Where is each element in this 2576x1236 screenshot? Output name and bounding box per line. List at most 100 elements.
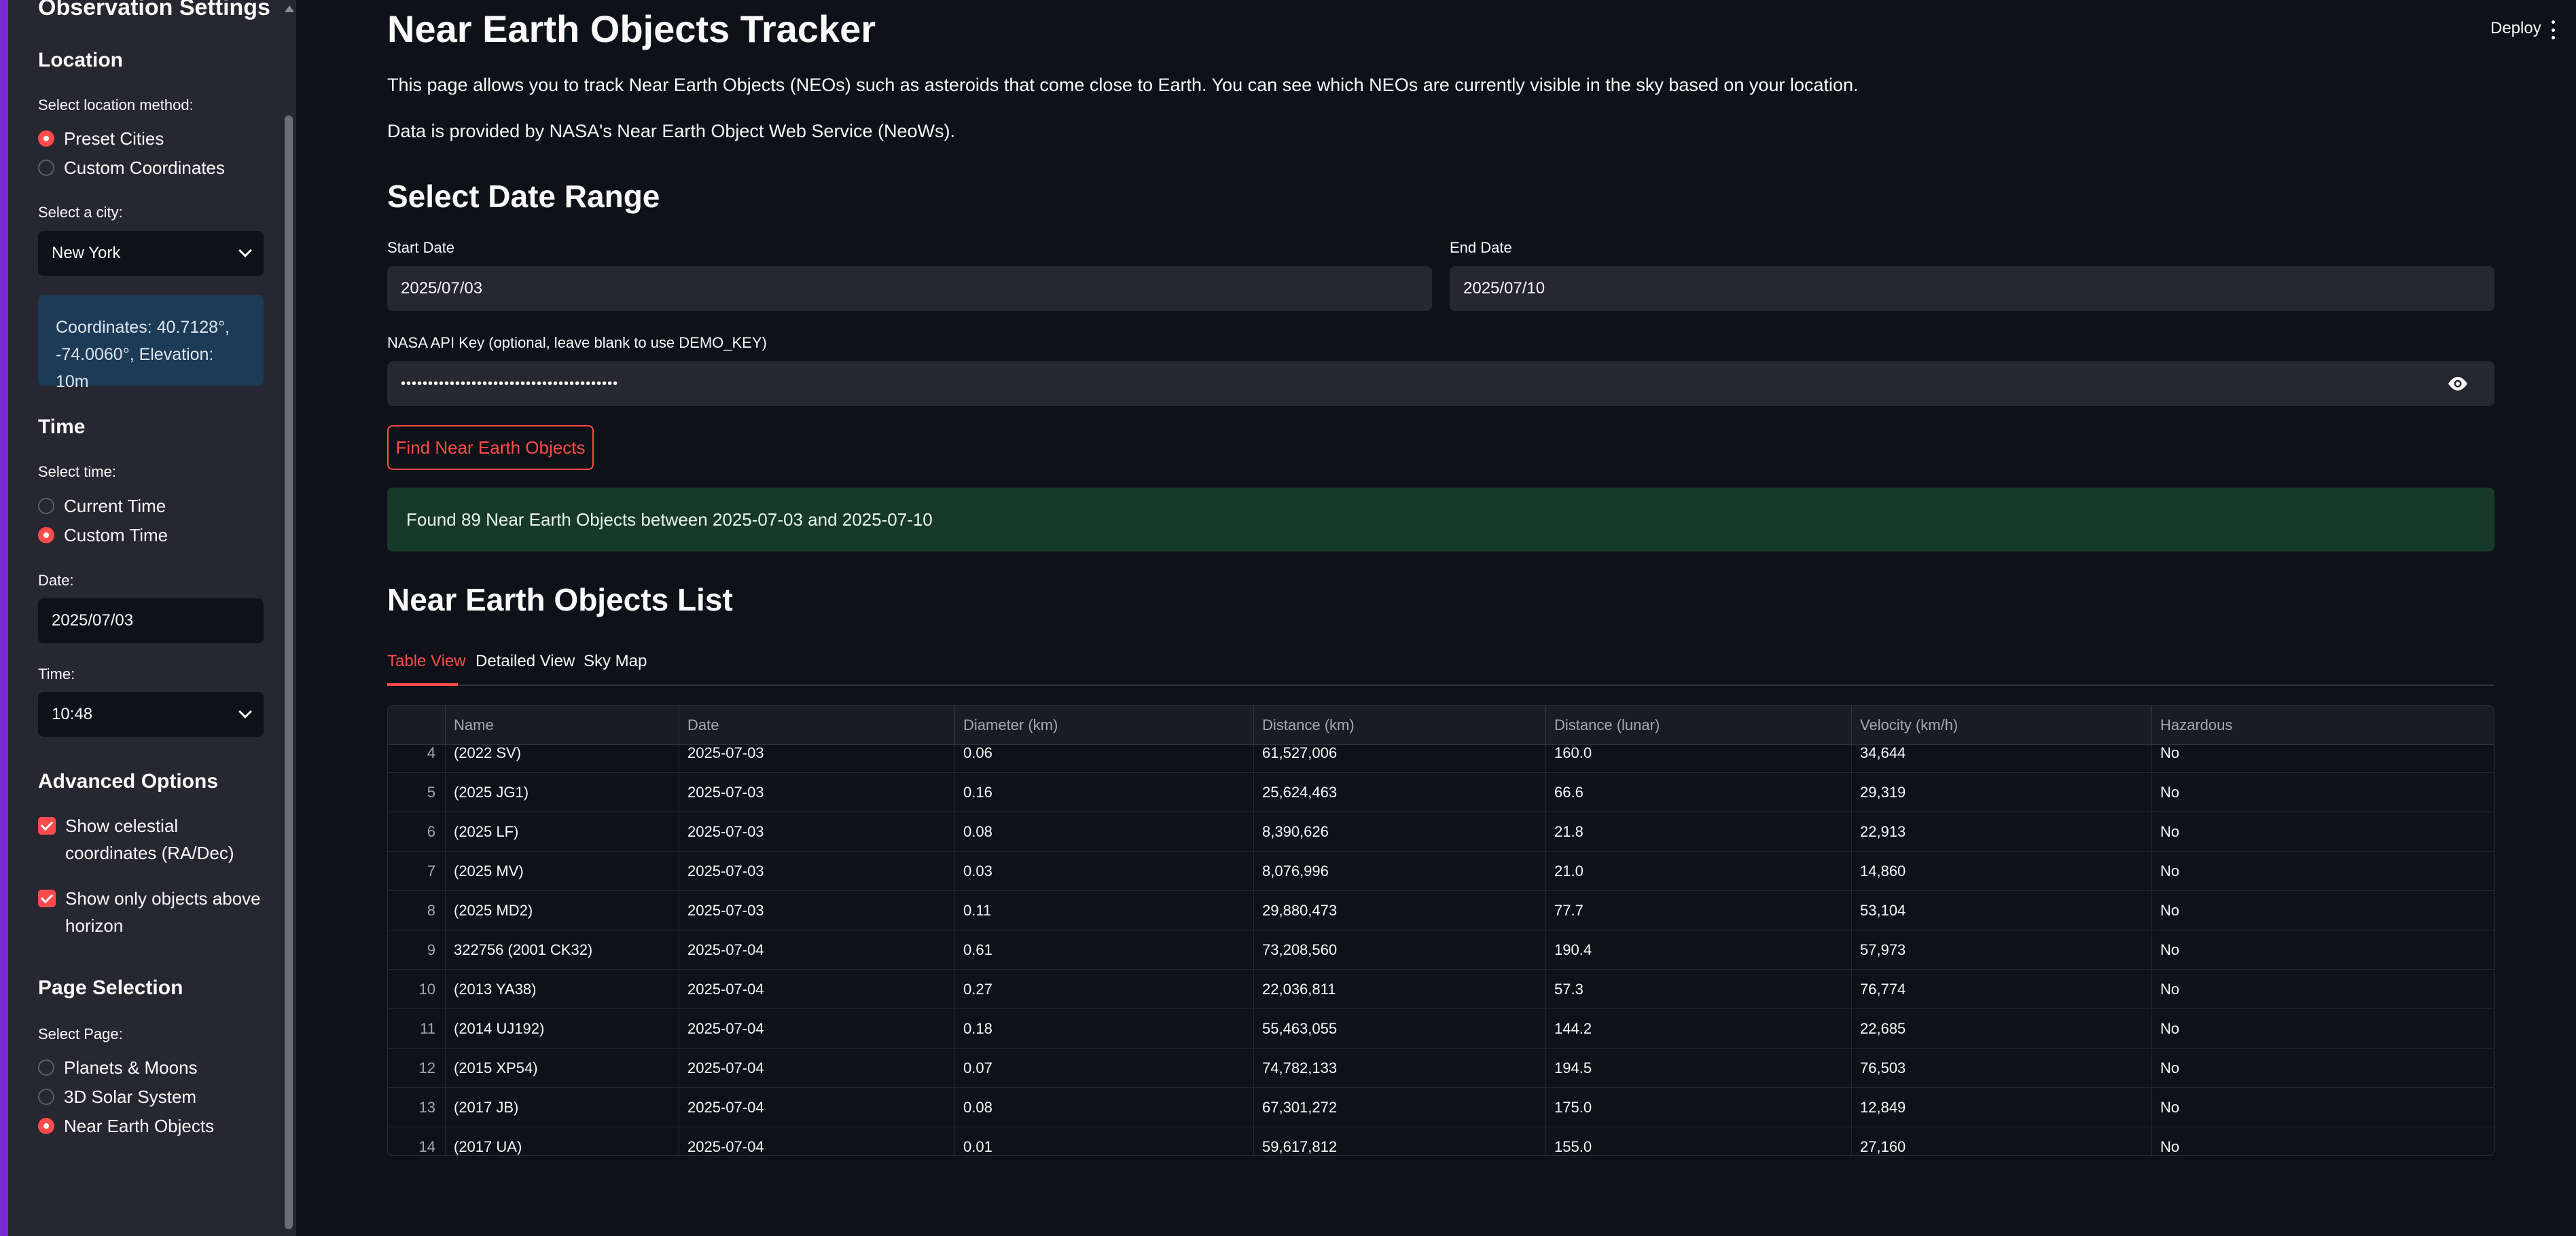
cell-col-velocity[interactable]: 22,685 [1851, 1009, 2151, 1049]
cell-col-distance-lunar[interactable]: 57.3 [1545, 970, 1851, 1009]
cell-col-distance-lunar[interactable]: 144.2 [1545, 1009, 1851, 1049]
cell-col-name[interactable]: (2025 LF) [445, 812, 679, 852]
cell-col-distance-lunar[interactable]: 160.0 [1545, 745, 1851, 773]
cell-col-distance-lunar[interactable]: 21.0 [1545, 852, 1851, 891]
cell-col-date[interactable]: 2025-07-03 [679, 852, 954, 891]
table-row[interactable]: 7 (2025 MV) 2025-07-03 0.03 8,076,996 21.0 14,… [388, 852, 2494, 891]
date-input[interactable]: 2025/07/03 [38, 598, 264, 643]
cell-col-distance-km[interactable]: 67,301,272 [1253, 1088, 1545, 1127]
header-col-date[interactable]: Date [679, 706, 954, 745]
header-col-velocity[interactable]: Velocity (km/h) [1851, 706, 2151, 745]
table-row[interactable]: 13 (2017 JB) 2025-07-04 0.08 67,301,272 175.0… [388, 1088, 2494, 1127]
cell-col-hazardous[interactable]: No [2151, 1009, 2482, 1049]
cell-col-hazardous[interactable]: No [2151, 773, 2482, 812]
eye-icon[interactable] [2447, 376, 2469, 391]
cell-col-date[interactable]: 2025-07-04 [679, 930, 954, 970]
cell-col-name[interactable]: (2022 SV) [445, 745, 679, 773]
cell-col-diameter[interactable]: 0.16 [954, 773, 1253, 812]
cell-col-hazardous[interactable]: No [2151, 930, 2482, 970]
table-row[interactable]: 5 (2025 JG1) 2025-07-03 0.16 25,624,463 66.6 2… [388, 773, 2494, 812]
table-row[interactable]: 14 (2017 UA) 2025-07-04 0.01 59,617,812 155.0… [388, 1127, 2494, 1155]
time-select[interactable]: 10:48 [38, 692, 264, 737]
cell-col-distance-lunar[interactable]: 155.0 [1545, 1127, 1851, 1155]
cell-col-distance-lunar[interactable]: 21.8 [1545, 812, 1851, 852]
table-row[interactable]: 11 (2014 UJ192) 2025-07-04 0.18 55,463,055 14… [388, 1009, 2494, 1049]
cell-col-date[interactable]: 2025-07-04 [679, 1088, 954, 1127]
cell-col-distance-lunar[interactable]: 190.4 [1545, 930, 1851, 970]
cell-col-distance-km[interactable]: 55,463,055 [1253, 1009, 1545, 1049]
cell-col-name[interactable]: (2025 JG1) [445, 773, 679, 812]
cell-col-hazardous[interactable]: No [2151, 970, 2482, 1009]
cell-col-date[interactable]: 2025-07-03 [679, 745, 954, 773]
radio-custom-time[interactable]: Custom Time [38, 524, 168, 546]
header-col-distance-km[interactable]: Distance (km) [1253, 706, 1545, 745]
tab-sky-map[interactable]: Sky Map [584, 652, 647, 670]
cell-col-diameter[interactable]: 0.06 [954, 745, 1253, 773]
cell-col-name[interactable]: (2017 UA) [445, 1127, 679, 1155]
cell-col-distance-lunar[interactable]: 66.6 [1545, 773, 1851, 812]
cell-col-distance-km[interactable]: 59,617,812 [1253, 1127, 1545, 1155]
cell-col-hazardous[interactable]: No [2151, 745, 2482, 773]
header-col-diameter[interactable]: Diameter (km) [954, 706, 1253, 745]
table-row[interactable]: 4 (2022 SV) 2025-07-03 0.06 61,527,006 160.0 3… [388, 745, 2494, 773]
cell-col-distance-km[interactable]: 25,624,463 [1253, 773, 1545, 812]
api-key-input[interactable]: •••••••••••••••••••••••••••••••••••••••• [387, 361, 2494, 406]
cell-col-distance-km[interactable]: 74,782,133 [1253, 1049, 1545, 1088]
sidebar-scroll-thumb[interactable] [285, 115, 293, 1229]
cell-col-diameter[interactable]: 0.18 [954, 1009, 1253, 1049]
radio-current-time[interactable]: Current Time [38, 495, 166, 517]
cell-col-date[interactable]: 2025-07-04 [679, 970, 954, 1009]
city-select[interactable]: New York [38, 231, 264, 276]
cell-col-velocity[interactable]: 22,913 [1851, 812, 2151, 852]
cell-col-distance-km[interactable]: 8,390,626 [1253, 812, 1545, 852]
table-body[interactable]: 4 (2022 SV) 2025-07-03 0.06 61,527,006 160.0 3… [388, 745, 2494, 1155]
cell-col-hazardous[interactable]: No [2151, 852, 2482, 891]
sidebar-scrollbar[interactable] [281, 0, 296, 1236]
cell-col-hazardous[interactable]: No [2151, 891, 2482, 930]
radio-preset-cities[interactable]: Preset Cities [38, 128, 164, 149]
cell-col-name[interactable]: (2015 XP54) [445, 1049, 679, 1088]
radio-custom-coordinates[interactable]: Custom Coordinates [38, 157, 225, 179]
cell-col-hazardous[interactable]: No [2151, 1127, 2482, 1155]
scroll-up-arrow-icon[interactable] [285, 5, 294, 12]
cell-col-diameter[interactable]: 0.07 [954, 1049, 1253, 1088]
cell-col-velocity[interactable]: 53,104 [1851, 891, 2151, 930]
cell-col-distance-lunar[interactable]: 77.7 [1545, 891, 1851, 930]
end-date-input[interactable]: 2025/07/10 [1450, 266, 2494, 311]
cell-col-hazardous[interactable]: No [2151, 812, 2482, 852]
cell-col-velocity[interactable]: 76,503 [1851, 1049, 2151, 1088]
cell-col-name[interactable]: (2013 YA38) [445, 970, 679, 1009]
kebab-menu-icon[interactable] [2552, 20, 2556, 39]
neo-data-table[interactable]: Name Date Diameter (km) Distance (km) Distan… [387, 705, 2494, 1156]
cell-col-date[interactable]: 2025-07-03 [679, 891, 954, 930]
header-col-name[interactable]: Name [445, 706, 679, 745]
cell-col-date[interactable]: 2025-07-04 [679, 1049, 954, 1088]
radio-planets-moons[interactable]: Planets & Moons [38, 1057, 198, 1078]
header-col-distance-lunar[interactable]: Distance (lunar) [1545, 706, 1851, 745]
cell-col-distance-km[interactable]: 73,208,560 [1253, 930, 1545, 970]
cell-col-diameter[interactable]: 0.08 [954, 1088, 1253, 1127]
cell-col-hazardous[interactable]: No [2151, 1049, 2482, 1088]
cell-col-diameter[interactable]: 0.27 [954, 970, 1253, 1009]
table-row[interactable]: 12 (2015 XP54) 2025-07-04 0.07 74,782,133 194… [388, 1049, 2494, 1088]
cell-col-velocity[interactable]: 57,973 [1851, 930, 2151, 970]
cell-col-date[interactable]: 2025-07-04 [679, 1127, 954, 1155]
deploy-button[interactable]: Deploy [2490, 19, 2541, 37]
cell-col-name[interactable]: 322756 (2001 CK32) [445, 930, 679, 970]
radio-3d-solar-system[interactable]: 3D Solar System [38, 1086, 196, 1108]
cell-col-distance-km[interactable]: 8,076,996 [1253, 852, 1545, 891]
tab-table-view[interactable]: Table View [387, 652, 466, 670]
cell-col-velocity[interactable]: 14,860 [1851, 852, 2151, 891]
cell-col-date[interactable]: 2025-07-03 [679, 812, 954, 852]
header-col-hazardous[interactable]: Hazardous [2151, 706, 2482, 745]
cell-col-distance-km[interactable]: 61,527,006 [1253, 745, 1545, 773]
cell-col-velocity[interactable]: 29,319 [1851, 773, 2151, 812]
cell-col-distance-km[interactable]: 22,036,811 [1253, 970, 1545, 1009]
cell-col-distance-lunar[interactable]: 175.0 [1545, 1088, 1851, 1127]
cell-col-distance-km[interactable]: 29,880,473 [1253, 891, 1545, 930]
start-date-input[interactable]: 2025/07/03 [387, 266, 1432, 311]
checkbox-show-celestial-coordinates[interactable]: Show celestial coordinates (RA/Dec) [38, 812, 269, 867]
cell-col-diameter[interactable]: 0.11 [954, 891, 1253, 930]
table-row[interactable]: 8 (2025 MD2) 2025-07-03 0.11 29,880,473 77.7 5… [388, 891, 2494, 930]
cell-col-velocity[interactable]: 76,774 [1851, 970, 2151, 1009]
